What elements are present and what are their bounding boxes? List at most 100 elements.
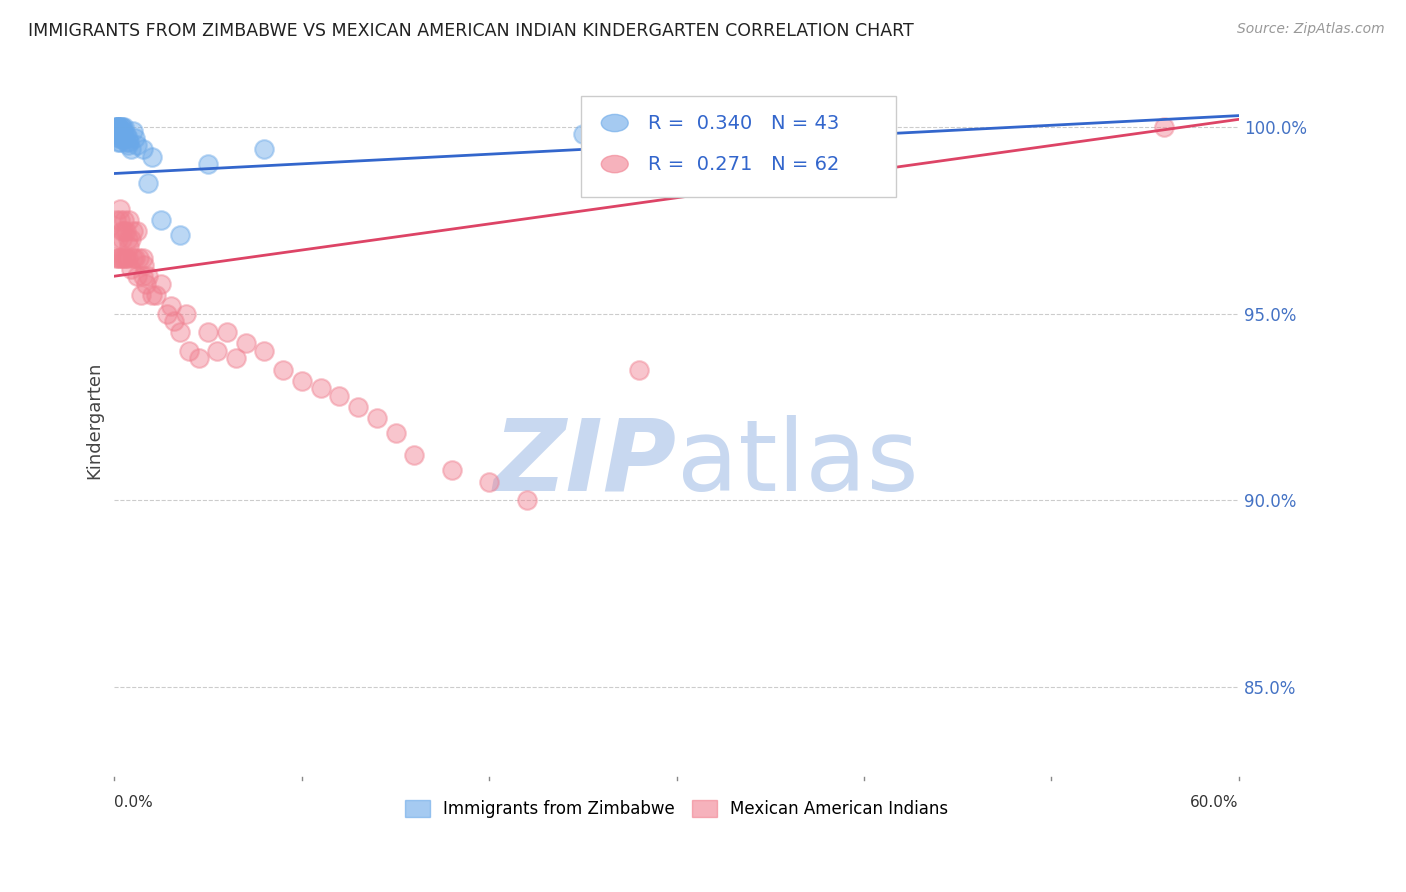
Point — [105, 128, 128, 142]
Point — [309, 381, 332, 395]
Point — [253, 142, 276, 156]
Point — [1153, 120, 1175, 134]
Point — [124, 131, 146, 145]
Point — [128, 251, 150, 265]
Point — [291, 374, 314, 388]
Point — [117, 138, 139, 153]
Point — [108, 213, 131, 227]
Point — [114, 128, 136, 142]
Point — [169, 228, 191, 243]
Point — [516, 493, 538, 508]
Point — [125, 269, 148, 284]
Point — [107, 120, 129, 134]
Point — [108, 202, 131, 216]
Point — [112, 128, 135, 142]
Point — [114, 224, 136, 238]
Point — [108, 251, 131, 265]
Point — [328, 389, 350, 403]
Point — [107, 251, 129, 265]
Point — [124, 251, 146, 265]
Point — [105, 123, 128, 137]
Point — [125, 138, 148, 153]
Point — [572, 128, 595, 142]
Point — [111, 128, 134, 142]
Point — [107, 120, 129, 134]
Point — [384, 425, 406, 440]
Point — [478, 475, 501, 489]
Point — [131, 269, 153, 284]
Point — [111, 232, 134, 246]
Point — [112, 120, 135, 134]
Point — [131, 251, 153, 265]
Point — [108, 135, 131, 149]
Point — [107, 128, 129, 142]
Point — [187, 351, 209, 366]
Legend: Immigrants from Zimbabwe, Mexican American Indians: Immigrants from Zimbabwe, Mexican Americ… — [396, 791, 956, 826]
Point — [111, 224, 134, 238]
Point — [122, 251, 145, 265]
Point — [105, 120, 128, 134]
Point — [117, 251, 139, 265]
Point — [118, 239, 141, 253]
Point — [108, 131, 131, 145]
Point — [253, 343, 276, 358]
Text: atlas: atlas — [676, 415, 918, 512]
Point — [114, 251, 136, 265]
Point — [271, 362, 294, 376]
Point — [107, 232, 129, 246]
Point — [112, 213, 135, 227]
Point — [108, 128, 131, 142]
Point — [107, 120, 129, 134]
Circle shape — [602, 114, 628, 132]
Point — [159, 299, 181, 313]
Text: Source: ZipAtlas.com: Source: ZipAtlas.com — [1237, 22, 1385, 37]
Point — [105, 251, 128, 265]
Point — [120, 232, 142, 246]
Point — [111, 120, 134, 134]
Point — [108, 123, 131, 137]
Point — [120, 142, 142, 156]
Point — [122, 224, 145, 238]
Point — [169, 325, 191, 339]
Point — [215, 325, 238, 339]
Point — [129, 288, 152, 302]
Text: IMMIGRANTS FROM ZIMBABWE VS MEXICAN AMERICAN INDIAN KINDERGARTEN CORRELATION CHA: IMMIGRANTS FROM ZIMBABWE VS MEXICAN AMER… — [28, 22, 914, 40]
Point — [111, 123, 134, 137]
Text: 0.0%: 0.0% — [114, 796, 153, 810]
Point — [135, 277, 157, 291]
Point — [197, 157, 219, 171]
Point — [105, 120, 128, 134]
Circle shape — [602, 155, 628, 173]
Point — [628, 362, 651, 376]
Point — [174, 306, 197, 320]
Point — [145, 288, 167, 302]
Point — [404, 449, 426, 463]
Point — [163, 314, 186, 328]
Point — [107, 131, 129, 145]
Point — [150, 213, 173, 227]
Point — [347, 400, 370, 414]
Point — [225, 351, 247, 366]
Point — [134, 258, 156, 272]
Point — [440, 463, 463, 477]
Point — [136, 176, 159, 190]
Point — [111, 251, 134, 265]
Text: 60.0%: 60.0% — [1191, 796, 1239, 810]
Point — [150, 277, 173, 291]
Point — [117, 131, 139, 145]
Point — [111, 131, 134, 145]
Point — [118, 213, 141, 227]
Point — [366, 411, 388, 425]
Text: ZIP: ZIP — [494, 415, 676, 512]
Point — [207, 343, 229, 358]
Point — [108, 120, 131, 134]
Point — [107, 135, 129, 149]
Text: R =  0.271   N = 62: R = 0.271 N = 62 — [648, 154, 839, 174]
Point — [125, 224, 148, 238]
Point — [235, 336, 257, 351]
Point — [156, 306, 179, 320]
Point — [105, 213, 128, 227]
Point — [112, 224, 135, 238]
Point — [179, 343, 201, 358]
Point — [122, 123, 145, 137]
